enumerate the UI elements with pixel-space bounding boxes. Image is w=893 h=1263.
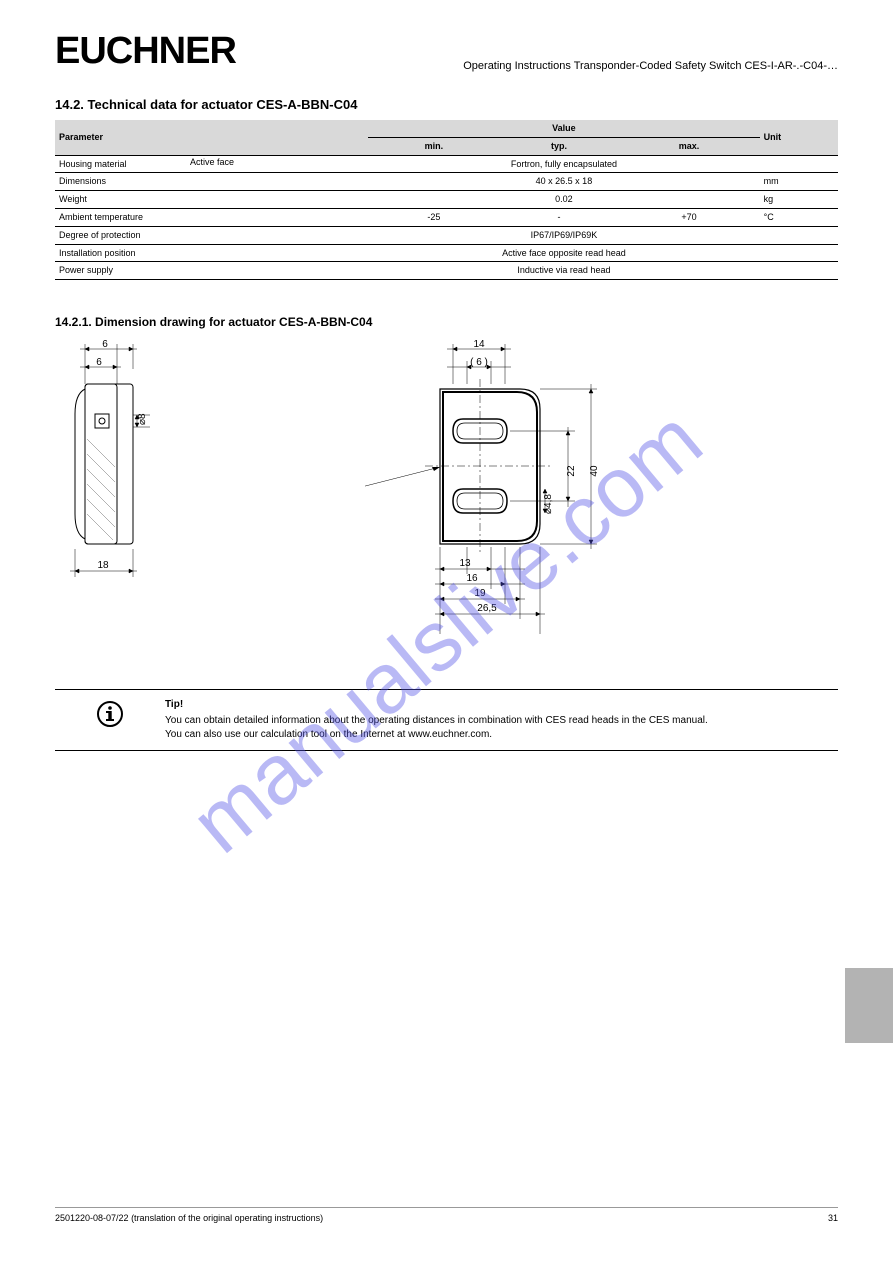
tip-label: Tip! <box>165 698 838 712</box>
table-row: Weight 0.02 kg <box>55 191 838 209</box>
cell-unit <box>760 226 838 244</box>
cell-unit <box>760 262 838 280</box>
dim-label: 26,5 <box>477 603 497 614</box>
section-title: 14.2. Technical data for actuator CES-A-… <box>55 97 838 112</box>
dim-label: 19 <box>474 588 486 599</box>
cell-param: Weight <box>55 191 368 209</box>
table-row: Power supply Inductive via read head <box>55 262 838 280</box>
cell-param: Ambient temperature <box>55 208 368 226</box>
cell-max: +70 <box>618 208 759 226</box>
table-row: Degree of protection IP67/IP69/IP69K <box>55 226 838 244</box>
cell-param: Installation position <box>55 244 368 262</box>
dim-label: ⌀4,8 <box>543 494 554 514</box>
side-view-drawing: 6 6 <box>65 339 185 639</box>
table-row: Housing material Fortron, fully encapsul… <box>55 155 838 173</box>
cell-unit: mm <box>760 173 838 191</box>
table-row: Ambient temperature -25 - +70 °C <box>55 208 838 226</box>
info-icon <box>55 698 165 728</box>
dim-label: 40 <box>589 465 600 477</box>
front-view-drawing: 14 ( 6 ) <box>365 339 665 659</box>
tech-data-table: Parameter Value Unit min. typ. max. Hous… <box>55 120 838 280</box>
subcol-typ: typ. <box>500 137 619 155</box>
col-header-value: Value <box>368 120 759 137</box>
cell-value: Active face opposite read head <box>368 244 759 262</box>
dimension-drawings: 6 6 <box>65 339 838 664</box>
page-footer: 2501220-08-07/22 (translation of the ori… <box>55 1207 838 1223</box>
cell-param: Dimensions <box>55 173 368 191</box>
dim-label: 18 <box>97 560 109 571</box>
page-tab <box>845 968 893 1043</box>
dim-label: 6 <box>96 357 102 368</box>
dim-label: 22 <box>566 465 577 477</box>
footer-left: 2501220-08-07/22 (translation of the ori… <box>55 1213 323 1223</box>
cell-value: 40 x 26.5 x 18 <box>368 173 759 191</box>
table-row: Installation position Active face opposi… <box>55 244 838 262</box>
subcol-min: min. <box>368 137 499 155</box>
cell-min: -25 <box>368 208 499 226</box>
cell-unit <box>760 244 838 262</box>
dim-label: 13 <box>459 558 471 569</box>
info-line-2: You can also use our calculation tool on… <box>165 728 838 742</box>
col-header-unit: Unit <box>760 120 838 155</box>
cell-typ: - <box>500 208 619 226</box>
info-line-1: You can obtain detailed information abou… <box>165 714 838 728</box>
dim-label: 14 <box>473 339 485 350</box>
dim-label: ( 6 ) <box>470 357 488 368</box>
cell-value: IP67/IP69/IP69K <box>368 226 759 244</box>
footer-page-number: 31 <box>828 1213 838 1223</box>
cell-param: Power supply <box>55 262 368 280</box>
subcol-max: max. <box>618 137 759 155</box>
dim-label: 6 <box>102 339 108 350</box>
info-link[interactable]: www.euchner.com <box>408 729 489 740</box>
cell-unit: °C <box>760 208 838 226</box>
info-line-2-text: You can also use our calculation tool on… <box>165 729 408 740</box>
dim-label: 16 <box>466 573 478 584</box>
active-face-label: Active face <box>190 157 234 167</box>
info-text: Tip! You can obtain detailed information… <box>165 698 838 742</box>
cell-unit: kg <box>760 191 838 209</box>
cell-unit <box>760 155 838 173</box>
cell-param: Degree of protection <box>55 226 368 244</box>
cell-value: Fortron, fully encapsulated <box>368 155 759 173</box>
col-header-param: Parameter <box>55 120 368 155</box>
cell-value: Inductive via read head <box>368 262 759 280</box>
table-row: Dimensions 40 x 26.5 x 18 mm <box>55 173 838 191</box>
dim-label: ⌀8 <box>137 413 148 425</box>
dimension-drawing-title: 14.2.1. Dimension drawing for actuator C… <box>55 315 838 329</box>
cell-value: 0.02 <box>368 191 759 209</box>
info-box: Tip! You can obtain detailed information… <box>55 689 838 751</box>
